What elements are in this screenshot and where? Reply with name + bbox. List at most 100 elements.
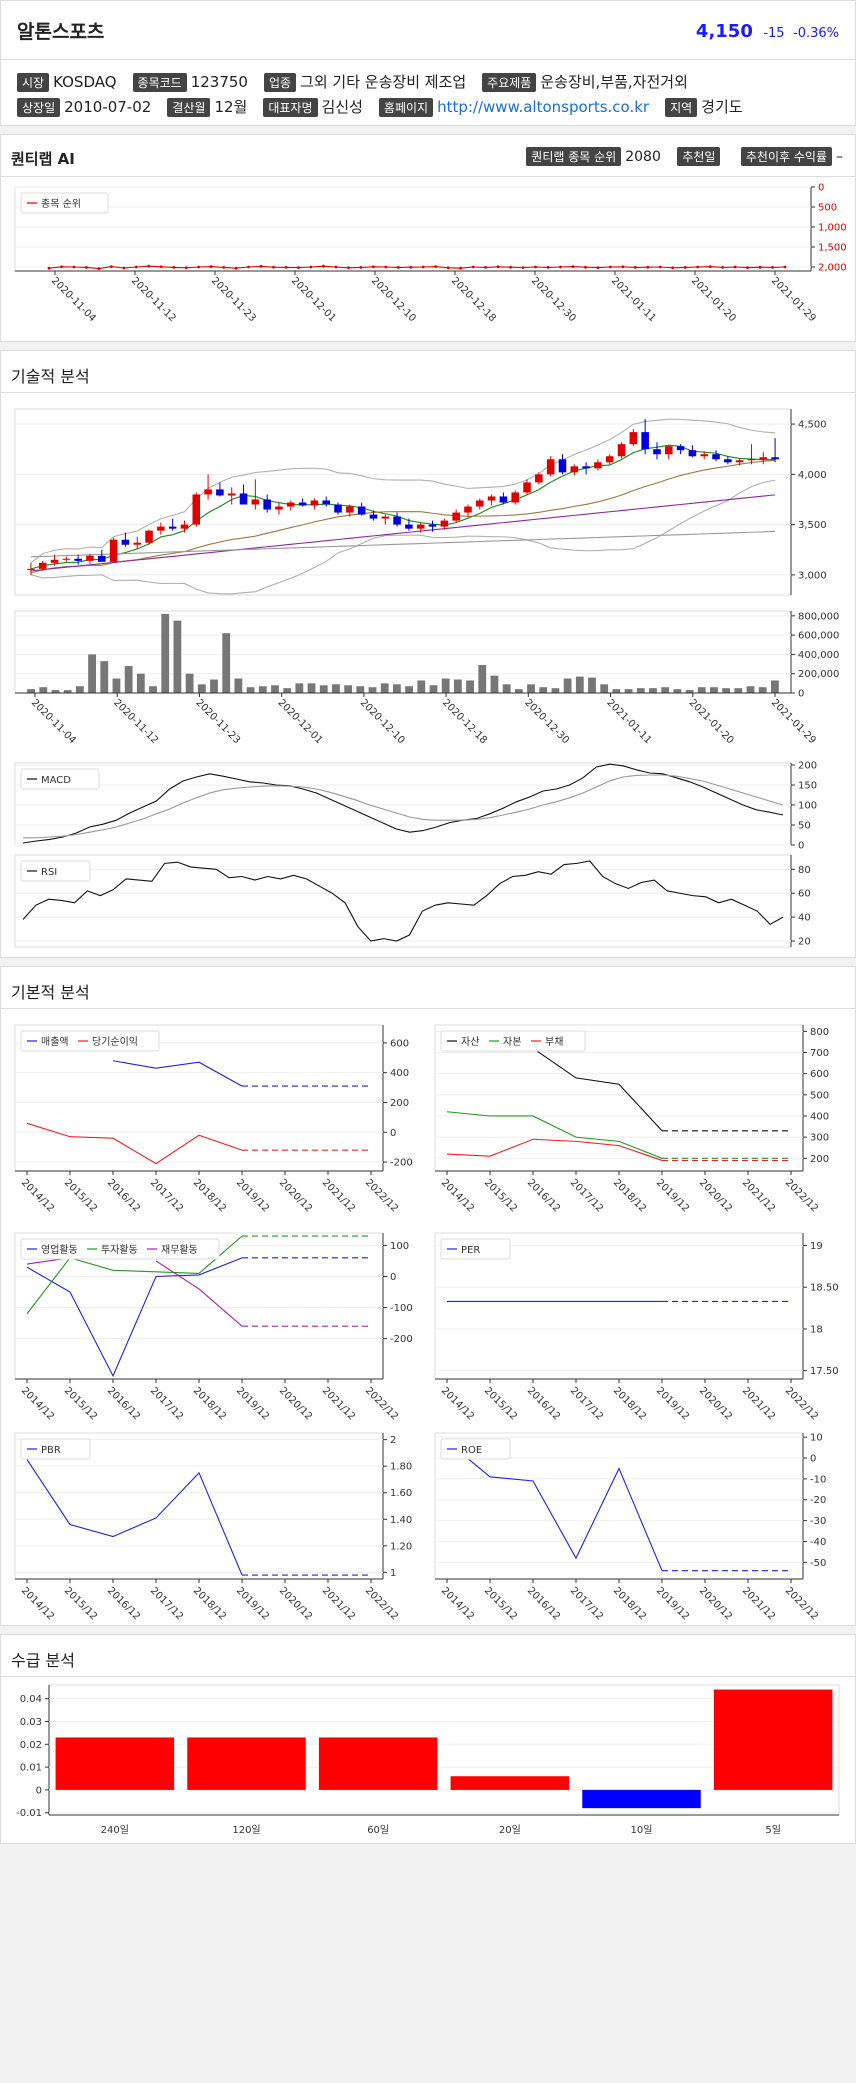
- info-label: 상장일: [17, 98, 61, 117]
- candle-body: [416, 524, 425, 529]
- rank-point: [234, 266, 238, 270]
- rank-point: [459, 266, 463, 270]
- info-value: 그외 기타 운송장비 제조업: [300, 73, 467, 91]
- candle-body: [558, 459, 567, 473]
- volume-bar: [149, 686, 157, 693]
- legend-label: 종목 순위: [41, 197, 81, 210]
- y-tick-label: 400: [810, 1111, 829, 1122]
- rank-point: [209, 265, 213, 268]
- volume-bar: [197, 684, 206, 693]
- rank-point: [446, 266, 450, 270]
- x-tick-label: 2022/12: [783, 1585, 820, 1622]
- volume-bar: [771, 680, 779, 693]
- volume-bar: [502, 684, 511, 693]
- volume-bar: [563, 678, 572, 693]
- x-tick-label: 2016/12: [105, 1385, 142, 1422]
- x-tick-label: 2021-01-11: [604, 697, 653, 746]
- rank-point: [284, 266, 288, 269]
- x-tick-label: 2015/12: [62, 1177, 99, 1214]
- x-tick-label: 2017/12: [568, 1177, 605, 1214]
- candle-body: [688, 450, 697, 457]
- y-tick-label: 200: [810, 1154, 829, 1165]
- x-tick-label: 2020-12-30: [522, 697, 571, 746]
- info-value: 12월: [214, 98, 248, 116]
- series-line: [532, 1047, 663, 1132]
- volume-bar: [63, 690, 72, 693]
- rank-point: [396, 266, 400, 269]
- rank-point: [247, 265, 250, 269]
- rank-point: [322, 264, 325, 268]
- volume-bar: [624, 689, 633, 693]
- x-tick-label: 2015/12: [482, 1177, 519, 1214]
- rec-return-value: –: [836, 149, 843, 165]
- candle-body: [676, 446, 685, 451]
- y-tick-label: 500: [810, 1090, 829, 1101]
- rank-point: [172, 266, 176, 269]
- y-tick-label: 0.02: [20, 1740, 42, 1751]
- y-tick-label: 600: [810, 1069, 829, 1080]
- volume-bar: [332, 684, 340, 693]
- candle-body: [511, 492, 519, 503]
- plot-area: [14, 408, 792, 596]
- rank-point: [546, 266, 550, 269]
- rsi-chart: 20 40 60 80 RSI: [14, 854, 811, 948]
- volume-bar: [258, 686, 267, 693]
- rank-point: [109, 265, 113, 268]
- candle-body: [594, 462, 602, 469]
- y-tick-label: -100: [390, 1303, 413, 1314]
- legend-box: [20, 1438, 91, 1460]
- y-tick-label: 19: [810, 1241, 823, 1252]
- y-tick-label: 0: [810, 1454, 816, 1465]
- volume-bar: [673, 689, 682, 693]
- candle-body: [62, 558, 71, 560]
- stock-name: 알톤스포츠: [17, 21, 105, 43]
- info-value: KOSDAQ: [53, 73, 117, 91]
- x-tick-label: 2020-11-23: [209, 275, 258, 324]
- y-tick-label: 0.03: [20, 1717, 42, 1728]
- info-value: 김신성: [321, 98, 363, 116]
- candle-body: [98, 555, 106, 562]
- roe-chart: -50 -40 -30 -20 -10 0 10 ROE 2014/12 2015/12 2016/…: [434, 1432, 826, 1622]
- volume-bar: [380, 683, 389, 693]
- x-tick-label: 2020/12: [697, 1385, 734, 1422]
- candle-body: [310, 500, 319, 506]
- quantilab-stats: 퀀티랩 종목 순위 2080 추천일 추천이후 수익률 –: [526, 147, 843, 166]
- y-tick-label: -30: [810, 1516, 826, 1527]
- info-label: 지역: [665, 98, 698, 117]
- ma60-line: [30, 494, 776, 572]
- info-label: 결산월: [167, 98, 211, 117]
- y-tick-label: 18: [810, 1324, 823, 1335]
- fundamental-card: 기본적 분석 -200 0 200 400 600 매출액 당기순이익 2014/12 2015…: [0, 966, 856, 1626]
- rank-point: [696, 265, 700, 269]
- legend-box: [440, 1238, 511, 1260]
- sales-chart: -200 0 200 400 600 매출액 당기순이익 2014/12 2015/12 2016…: [14, 1024, 413, 1214]
- y-tick-label: 1: [390, 1568, 396, 1579]
- rank-point: [733, 265, 737, 269]
- y-tick-label: 1.60: [390, 1488, 412, 1499]
- x-tick-label: 2022/12: [783, 1385, 820, 1422]
- x-tick-label: 2021-01-29: [769, 275, 818, 324]
- rank-point: [47, 266, 51, 270]
- rank-point: [721, 266, 725, 269]
- x-tick-label: 2021-01-29: [769, 697, 818, 746]
- plot-area: [14, 186, 812, 272]
- x-tick-label: 2019/12: [234, 1385, 271, 1422]
- x-tick-label: 2016/12: [105, 1177, 142, 1214]
- candle-body: [369, 514, 378, 519]
- rsi-line: [22, 860, 784, 942]
- price-change: -15: [763, 26, 785, 41]
- x-tick-label: 2019/12: [654, 1177, 691, 1214]
- x-tick-label: 2020-12-18: [449, 275, 498, 324]
- candle-body: [227, 493, 236, 496]
- plot-area: [14, 854, 792, 948]
- homepage-link[interactable]: http://www.altonsports.co.kr: [437, 98, 650, 116]
- series-line: [446, 1111, 663, 1159]
- legend-label: 투자활동: [101, 1243, 138, 1256]
- candle-body: [759, 457, 768, 460]
- y-tick-label: 3,500: [798, 520, 827, 531]
- supply-title: 수급 분석: [11, 1651, 75, 1670]
- volume-bar: [588, 677, 596, 693]
- volume-bar: [161, 613, 170, 693]
- x-tick-label: 2015/12: [482, 1585, 519, 1622]
- x-tick-label: 2021/12: [740, 1385, 777, 1422]
